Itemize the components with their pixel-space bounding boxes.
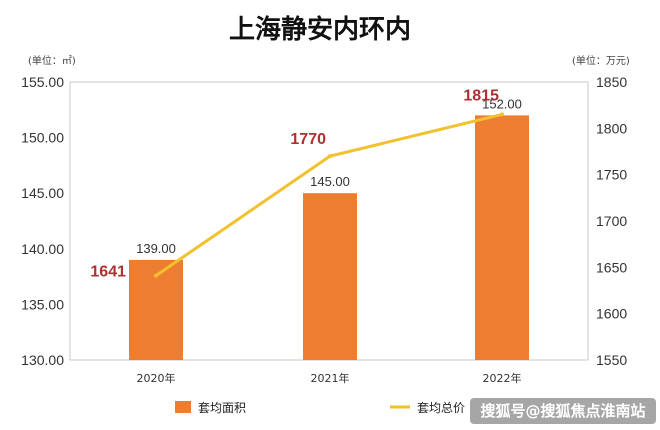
bar-value-label: 139.00 <box>136 241 176 256</box>
right-tick-label: 1850 <box>596 74 627 90</box>
legend: 套均面积 套均总价 <box>175 401 465 415</box>
right-tick-label: 1700 <box>596 213 627 229</box>
bar-series: 139.00 145.00 152.00 <box>129 96 529 360</box>
line-value-label: 1770 <box>290 131 326 148</box>
legend-line-label: 套均总价 <box>417 401 465 415</box>
category-label: 2022年 <box>483 371 522 385</box>
line-point <box>500 112 504 117</box>
legend-bar-label: 套均面积 <box>198 401 246 415</box>
right-tick-label: 1750 <box>596 167 627 183</box>
legend-bar-swatch <box>175 401 191 413</box>
left-tick-label: 150.00 <box>21 130 64 146</box>
line-series: 1641 1770 1815 <box>90 87 504 281</box>
category-label: 2021年 <box>311 371 350 385</box>
right-tick-label: 1650 <box>596 259 627 275</box>
right-tick-label: 1600 <box>596 306 627 322</box>
left-axis: 130.00 135.00 140.00 145.00 150.00 155.00 <box>21 74 64 368</box>
bar <box>303 193 357 360</box>
watermark-text: 搜狐号@搜狐焦点淮南站 <box>480 402 645 420</box>
left-tick-label: 135.00 <box>21 296 64 312</box>
line-value-label: 1815 <box>463 87 499 104</box>
left-tick-label: 145.00 <box>21 185 64 201</box>
right-tick-label: 1550 <box>596 352 627 368</box>
bar-value-label: 152.00 <box>482 96 522 111</box>
right-axis-unit: (单位：万元) <box>572 54 630 67</box>
watermark-backdrop <box>470 398 656 424</box>
left-axis-unit: (单位：㎡) <box>28 54 76 67</box>
chart-title: 上海静安内环内 <box>229 14 411 45</box>
right-axis: 1550 1600 1650 1700 1750 1800 1850 <box>596 74 627 368</box>
bar-value-label: 145.00 <box>310 174 350 189</box>
left-tick-label: 130.00 <box>21 352 64 368</box>
watermark: 搜狐号@搜狐焦点淮南站 <box>470 398 656 424</box>
right-tick-label: 1800 <box>596 120 627 136</box>
line-point <box>328 154 332 159</box>
line-point <box>154 273 158 278</box>
line-value-label: 1641 <box>90 264 126 281</box>
bar <box>475 115 529 360</box>
left-tick-label: 155.00 <box>21 74 64 90</box>
left-tick-label: 140.00 <box>21 241 64 257</box>
category-label: 2020年 <box>137 371 176 385</box>
x-axis: 2020年 2021年 2022年 <box>137 371 522 385</box>
